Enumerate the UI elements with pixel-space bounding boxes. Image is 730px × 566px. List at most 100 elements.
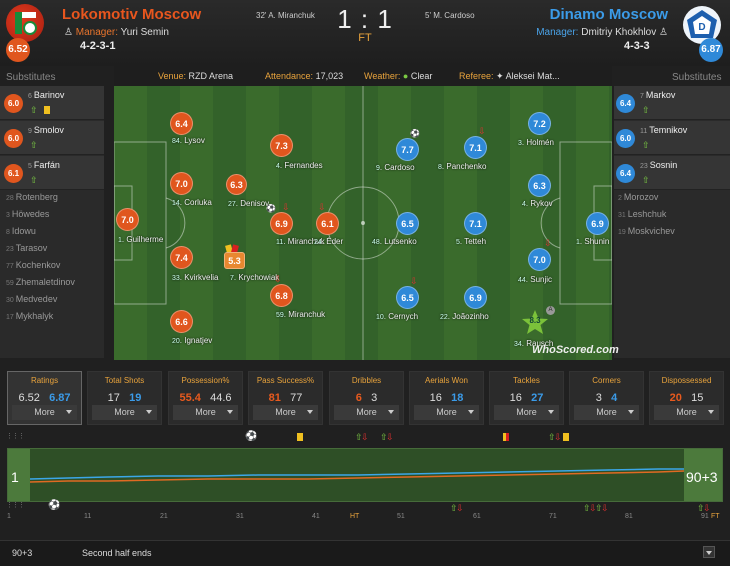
stat-pass-success[interactable]: Pass Success% 81 77 More bbox=[248, 371, 323, 425]
home-bench-player[interactable]: 30 Medvedev bbox=[6, 294, 58, 304]
more-button[interactable]: More bbox=[574, 405, 639, 420]
home-goal-event: 32' A. Miranchuk bbox=[256, 11, 315, 20]
chevron-down-icon bbox=[708, 410, 714, 414]
goal-ball-icon: ⚽ bbox=[266, 204, 276, 213]
stat-aerials-won[interactable]: Aerials Won 16 18 More bbox=[409, 371, 484, 425]
commentary-text: Second half ends bbox=[82, 548, 152, 558]
commentary-dropdown-button[interactable] bbox=[703, 546, 715, 558]
home-bench-player[interactable]: 17 Mykhalyk bbox=[6, 311, 54, 321]
substitution-icon[interactable]: ⇧ bbox=[583, 503, 591, 513]
expand-events-icon[interactable]: ⋮⋮⋮ bbox=[6, 433, 25, 440]
goal-ball-icon[interactable]: ⚽ bbox=[245, 431, 258, 442]
home-bench-player[interactable]: 3 Höwedes bbox=[6, 209, 50, 219]
substitution-icon[interactable]: ⇩ bbox=[456, 503, 464, 513]
yellow-card-icon[interactable] bbox=[297, 433, 303, 441]
away-bench-player[interactable]: 2 Morozov bbox=[618, 192, 659, 202]
home-bench-player[interactable]: 28 Rotenberg bbox=[6, 192, 58, 202]
more-button[interactable]: More bbox=[414, 405, 479, 420]
second-yellow-card-icon[interactable] bbox=[503, 433, 509, 441]
home-bench-player[interactable]: 77 Kochenkov bbox=[6, 260, 61, 270]
away-bench-player[interactable]: 31 Leshchuk bbox=[618, 209, 667, 219]
more-button[interactable]: More bbox=[92, 405, 157, 420]
commentary-bar: 90+3 Second half ends bbox=[0, 540, 730, 566]
sub-in-arrow-icon: ⇧ bbox=[642, 105, 650, 115]
manager-icon: ♙ bbox=[64, 27, 73, 38]
yellow-card-icon[interactable] bbox=[563, 433, 569, 441]
match-info-bar: Venue: RZD Arena Attendance: 17,023 Weat… bbox=[114, 66, 612, 86]
goal-ball-icon[interactable]: ⚽ bbox=[48, 500, 61, 511]
stats-bar: Ratings 6.52 6.87 More Total Shots 17 19… bbox=[0, 368, 730, 428]
tick: 11 bbox=[84, 513, 92, 520]
assist-icon: A bbox=[546, 306, 555, 315]
substitution-icon[interactable]: ⇧ bbox=[697, 503, 705, 513]
substitution-icon[interactable]: ⇩ bbox=[703, 503, 711, 513]
stat-tackles[interactable]: Tackles 16 27 More bbox=[489, 371, 564, 425]
away-bench-player[interactable]: 19 Moskvichev bbox=[618, 226, 675, 236]
home-sub-barinov[interactable]: 6.0 6 Barinov ⇧ bbox=[0, 86, 104, 120]
stat-corners[interactable]: Corners 3 4 More bbox=[569, 371, 644, 425]
away-sub-markov[interactable]: 6.4 7 Markov ⇧ bbox=[614, 86, 730, 120]
sub-in-arrow-icon: ⇧ bbox=[30, 175, 38, 185]
tick: 51 bbox=[397, 513, 405, 520]
whoscored-logo[interactable]: WhoScored.com bbox=[532, 344, 619, 356]
substitution-icon[interactable]: ⇩ bbox=[386, 432, 394, 442]
more-button[interactable]: More bbox=[12, 405, 77, 420]
tick: 41 bbox=[312, 513, 320, 520]
substitution-icon[interactable]: ⇩ bbox=[554, 432, 562, 442]
away-sub-sosnin[interactable]: 6.4 23 Sosnin ⇧ bbox=[614, 156, 730, 190]
home-substitutes-heading: Substitutes bbox=[6, 72, 56, 83]
home-crest-icon bbox=[6, 4, 44, 42]
home-substitutes: 6.0 6 Barinov ⇧ 6.0 9 Smolov ⇧ 6.1 5 Farfán… bbox=[0, 86, 104, 358]
away-sub-temnikov[interactable]: 6.0 11 Temnikov ⇧ bbox=[614, 121, 730, 155]
home-team-name[interactable]: Lokomotiv Moscow bbox=[62, 6, 202, 23]
pitch: 7.0 1. Guilherme 6.4 84. Lysov 7.0 14. C… bbox=[114, 86, 619, 360]
substitution-icon[interactable]: ⇩ bbox=[589, 503, 597, 513]
tick: 1 bbox=[7, 513, 11, 520]
chevron-down-icon bbox=[66, 410, 72, 414]
away-formation: 4-3-3 bbox=[624, 40, 650, 52]
sub-off-arrow-icon: ⇩ bbox=[478, 126, 486, 136]
home-bench-player[interactable]: 8 Idowu bbox=[6, 226, 36, 236]
substitution-icon[interactable]: ⇧ bbox=[548, 432, 556, 442]
more-button[interactable]: More bbox=[334, 405, 399, 420]
away-team-name[interactable]: Dinamo Moscow bbox=[549, 6, 668, 23]
referee: Referee: ✦ Aleksei Mat... bbox=[459, 71, 560, 81]
manager-icon: ♙ bbox=[659, 27, 668, 38]
more-button[interactable]: More bbox=[173, 405, 238, 420]
away-manager: Manager: Dmitriy Khokhlov ♙ bbox=[536, 27, 668, 38]
match-header: 6.52 Lokomotiv Moscow ♙ Manager: Yuri Se… bbox=[0, 0, 730, 66]
home-bench-player[interactable]: 23 Tarasov bbox=[6, 243, 48, 253]
home-manager: ♙ Manager: Yuri Semin bbox=[64, 27, 169, 38]
stat-ratings[interactable]: Ratings 6.52 6.87 More bbox=[7, 371, 82, 425]
more-button[interactable]: More bbox=[253, 405, 318, 420]
substitution-icon[interactable]: ⇩ bbox=[361, 432, 369, 442]
substitution-icon[interactable]: ⇩ bbox=[601, 503, 609, 513]
expand-events-icon[interactable]: ⋮⋮⋮ bbox=[6, 502, 25, 509]
weather-icon: ● bbox=[402, 71, 409, 81]
home-sub-farfan[interactable]: 6.1 5 Farfán ⇧ bbox=[0, 156, 104, 190]
substitution-icon[interactable]: ⇧ bbox=[355, 432, 363, 442]
stat-dispossessed[interactable]: Dispossessed 20 15 More bbox=[649, 371, 724, 425]
chevron-down-icon bbox=[468, 410, 474, 414]
yellow-card-icon bbox=[44, 106, 50, 114]
timeline-ticks: ⋮⋮⋮ ⚽ ⇧ ⇩ ⇧ ⇩ ⇧ ⇩ ⇧ ⇩ 1 11 21 31 41 HT 5… bbox=[0, 500, 730, 520]
more-button[interactable]: More bbox=[494, 405, 559, 420]
timeline-end-minute: 90+3 bbox=[686, 469, 718, 485]
substitution-icon[interactable]: ⇧ bbox=[595, 503, 603, 513]
tick: 21 bbox=[160, 513, 168, 520]
substitution-icon[interactable]: ⇧ bbox=[450, 503, 458, 513]
stat-dribbles[interactable]: Dribbles 6 3 More bbox=[329, 371, 404, 425]
more-button[interactable]: More bbox=[654, 405, 719, 420]
tick: 81 bbox=[625, 513, 633, 520]
stat-total-shots[interactable]: Total Shots 17 19 More bbox=[87, 371, 162, 425]
tick: 61 bbox=[473, 513, 481, 520]
score: 1 : 1 bbox=[337, 4, 393, 34]
home-timeline-events: ⋮⋮⋮ ⚽ ⇧ ⇩ ⇧ ⇩ ⇧ ⇩ bbox=[0, 430, 730, 446]
substitution-icon[interactable]: ⇧ bbox=[380, 432, 388, 442]
match-timeline[interactable]: 1 90+3 bbox=[7, 448, 723, 502]
tick: 31 bbox=[236, 513, 244, 520]
stat-possession[interactable]: Possession% 55.4 44.6 More bbox=[168, 371, 243, 425]
sub-in-arrow-icon: ⇧ bbox=[30, 140, 38, 150]
home-bench-player[interactable]: 59 Zhemaletdinov bbox=[6, 277, 75, 287]
home-sub-smolov[interactable]: 6.0 9 Smolov ⇧ bbox=[0, 121, 104, 155]
